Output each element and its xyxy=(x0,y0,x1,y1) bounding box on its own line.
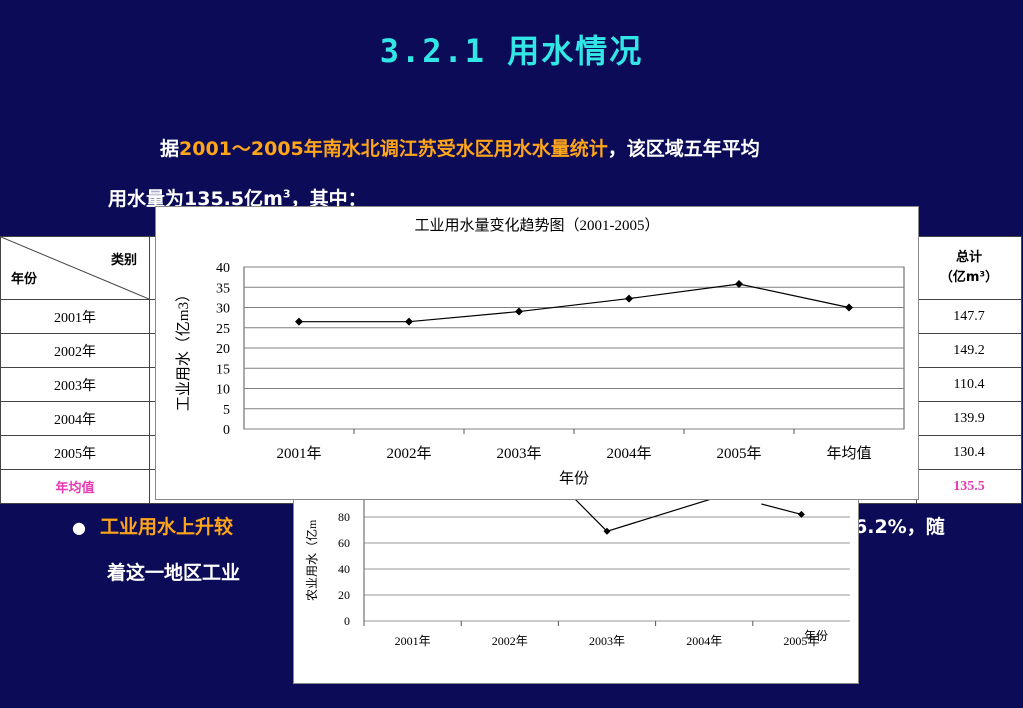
agriculture-y-axis-label: 农业用水（亿m xyxy=(304,519,319,601)
x-tick-label: 2003年 xyxy=(589,634,625,648)
para-line2-sup: 3 xyxy=(282,187,291,201)
y-tick-label: 0 xyxy=(344,614,350,628)
agriculture-chart: 0 20 40 60 80 2001年 2002年 2003年 2004年 2005年 农业用水… xyxy=(293,490,859,684)
y-tick-label: 40 xyxy=(216,261,230,276)
intro-paragraph-line2: 用水量为135.5亿m3，其中： xyxy=(108,184,367,211)
agriculture-series-segment xyxy=(761,503,802,515)
para-line2-num: 135.5亿m xyxy=(184,188,283,210)
slide-title: 3.2.1 用水情况 xyxy=(379,32,644,70)
data-point-marker xyxy=(625,294,633,303)
y-tick-label: 60 xyxy=(338,536,350,550)
agriculture-chart-svg: 0 20 40 60 80 2001年 2002年 2003年 2004年 2005年 农业用水… xyxy=(304,490,850,648)
industrial-series-line xyxy=(299,283,850,323)
x-tick-label: 2002年 xyxy=(492,634,528,648)
bullet-line2: 着这一地区工业 xyxy=(107,562,241,584)
y-tick-label: 30 xyxy=(216,302,230,317)
x-tick-label: 2004年 xyxy=(606,445,651,462)
industrial-x-axis-label: 年份 xyxy=(559,470,589,487)
row-total: 147.7 xyxy=(916,299,1022,334)
industrial-chart-title: 工业用水量变化趋势图（2001-2005） xyxy=(415,217,660,234)
y-tick-label: 5 xyxy=(223,403,230,418)
industrial-y-axis-label: 工业用水（亿m3） xyxy=(175,287,192,411)
para-line1-end: ，该区域五年平均 xyxy=(607,138,760,160)
row-year: 2003年 xyxy=(0,367,150,402)
data-point-marker xyxy=(797,510,805,518)
bullet1-text: 工业用水上升较 xyxy=(99,516,233,538)
row-total: 130.4 xyxy=(916,435,1022,470)
para-line2-a: 用水量为 xyxy=(108,188,185,210)
data-point-marker xyxy=(295,317,303,326)
y-tick-label: 20 xyxy=(338,588,350,602)
x-tick-label: 2003年 xyxy=(496,445,541,462)
x-tick-label: 年均值 xyxy=(826,445,871,462)
data-point-marker xyxy=(735,280,743,289)
row-total: 139.9 xyxy=(916,401,1022,436)
bullet-dot: ● xyxy=(72,518,86,537)
bullet-line1: ● 工业用水上升较 xyxy=(72,512,233,539)
header-corner-cell: 类别 年份 xyxy=(0,236,150,300)
y-tick-label: 40 xyxy=(338,562,350,576)
y-tick-label: 25 xyxy=(216,322,230,337)
data-point-marker xyxy=(405,317,413,326)
avg-label: 年均值 xyxy=(0,469,150,504)
header-total-unit: （亿m³） xyxy=(939,270,999,285)
x-tick-label: 2005年 xyxy=(783,634,819,648)
avg-total: 135.5 xyxy=(916,469,1022,504)
header-category: 类别 xyxy=(110,253,137,268)
x-tick-label: 2001年 xyxy=(395,634,431,648)
header-total: 总计 （亿m³） xyxy=(916,236,1022,300)
industrial-chart-svg: 工业用水量变化趋势图（2001-2005） 0 5 10 15 20 25 30 35 40 2… xyxy=(175,217,905,487)
row-year: 2005年 xyxy=(0,435,150,470)
y-tick-label: 0 xyxy=(223,423,230,438)
data-point-marker xyxy=(845,303,853,312)
row-year: 2002年 xyxy=(0,333,150,368)
intro-paragraph-line1: 据2001～2005年南水北调江苏受水区用水水量统计，该区域五年平均 xyxy=(160,134,760,161)
row-year: 2004年 xyxy=(0,401,150,436)
row-year: 2001年 xyxy=(0,299,150,334)
x-tick-label: 2005年 xyxy=(716,445,761,462)
x-tick-label: 2004年 xyxy=(686,634,722,648)
header-diagonal xyxy=(1,237,149,299)
y-tick-label: 80 xyxy=(338,510,350,524)
para-highlight: 2001～2005年南水北调江苏受水区用水水量统计 xyxy=(179,138,608,160)
header-total-label: 总计 xyxy=(955,250,982,265)
industrial-chart: 工业用水量变化趋势图（2001-2005） 0 5 10 15 20 25 30 35 40 2… xyxy=(155,206,919,500)
y-tick-label: 10 xyxy=(216,383,230,398)
data-point-marker xyxy=(515,307,523,316)
para-prefix: 据 xyxy=(160,138,180,160)
agriculture-x-axis-label: 年份 xyxy=(804,629,828,643)
x-tick-label: 2002年 xyxy=(386,445,431,462)
header-year: 年份 xyxy=(11,272,38,287)
row-total: 149.2 xyxy=(916,333,1022,368)
y-tick-label: 20 xyxy=(216,342,230,357)
data-point-marker xyxy=(603,527,611,535)
x-tick-label: 2001年 xyxy=(276,445,321,462)
bullet-line1-tail: 6.2%，随 xyxy=(854,516,945,538)
y-tick-label: 35 xyxy=(216,281,230,296)
y-tick-label: 15 xyxy=(216,362,230,377)
row-total: 110.4 xyxy=(916,367,1022,402)
para-line2-end: ，其中： xyxy=(290,188,367,210)
